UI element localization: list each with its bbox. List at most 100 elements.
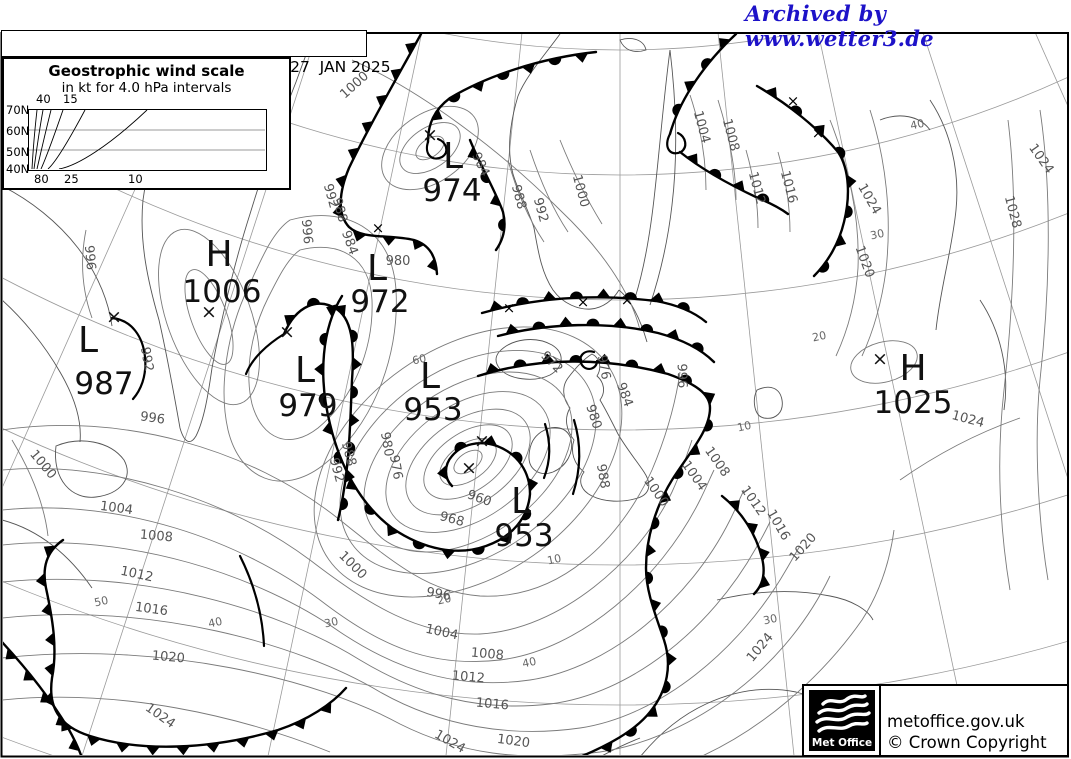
coast-denmark — [753, 386, 783, 419]
warm-front-semicircle — [677, 302, 690, 312]
cold-front-triangle — [441, 549, 456, 560]
cold-front-triangle — [650, 292, 665, 303]
isobar-label: 1024 — [854, 181, 884, 217]
coast-finland — [929, 99, 958, 331]
cold-front-triangle — [483, 435, 497, 446]
cold-front-triangle — [667, 652, 677, 667]
warm-front-semicircle — [845, 205, 853, 219]
cold-front-triangle — [352, 357, 362, 372]
wind-scale-top-label: 40 — [36, 92, 51, 106]
isobar-label: 1008 — [701, 444, 732, 480]
cold-front-triangle — [437, 465, 447, 480]
warm-front-semicircle — [496, 71, 510, 80]
cold-front-triangle — [688, 443, 701, 456]
cold-front-triangle — [235, 737, 250, 748]
isobar-label: 1012 — [745, 170, 768, 206]
cold-front-triangle — [205, 742, 220, 753]
coast-channel-france — [602, 737, 641, 755]
cold-front-triangle — [382, 236, 397, 246]
occluded-front — [480, 296, 708, 324]
cold-front-triangle — [499, 532, 512, 544]
coast-baltic-east — [979, 299, 1007, 411]
isobar-label: 988 — [329, 196, 350, 224]
warm-front-semicircle — [480, 170, 490, 184]
warm-front-semicircle — [645, 571, 654, 585]
cold-front-triangle — [412, 238, 425, 250]
cold-front-triangle — [431, 108, 443, 121]
cold-front-triangle — [23, 669, 35, 681]
trough-lines — [110, 131, 687, 648]
warm-front-semicircle — [691, 342, 704, 353]
warm-front-semicircle — [448, 92, 461, 103]
warm-front-semicircle — [333, 450, 343, 464]
warm-front-semicircle — [471, 546, 485, 555]
trough-line — [238, 554, 266, 648]
isobar-label: 1020 — [496, 732, 531, 751]
warm-front-semicircle — [318, 392, 327, 406]
cold-front-triangle — [746, 522, 758, 535]
isobar-label: 1008 — [470, 646, 504, 664]
occluded-front — [755, 84, 850, 278]
coast-baltic-south — [716, 591, 874, 621]
warm-front-semicircle — [659, 625, 668, 639]
frontolysis-cross: × — [503, 299, 516, 317]
coast-iceland — [495, 339, 562, 380]
cold-front-triangle — [40, 691, 52, 703]
cold-front-triangle — [332, 204, 343, 218]
cold-front-triangle — [35, 573, 46, 588]
isobar-label: 1000 — [569, 173, 592, 209]
warm-front-semicircle — [701, 58, 712, 70]
isobar-label: 1004 — [678, 458, 709, 494]
wind-speed-label: 10 — [736, 419, 752, 435]
warm-front-semicircle — [307, 297, 320, 306]
cold-front-triangle — [659, 490, 672, 504]
warm-front-semicircle — [319, 332, 328, 346]
pressure-center-cross: × — [201, 301, 217, 323]
wind-scale-lat-label: 70N — [6, 103, 30, 117]
cold-front-triangle — [686, 153, 698, 165]
warm-front-semicircle — [412, 540, 426, 550]
wind-scale-diagram — [28, 109, 267, 171]
cold-front-triangle — [600, 741, 613, 753]
metoffice-footer-box: Met Office metoffice.gov.uk © Crown Copy… — [802, 684, 1069, 757]
cold-front-triangle — [471, 80, 485, 92]
isobar-label: 1012 — [119, 564, 154, 586]
isobar-label: 992 — [320, 182, 341, 210]
cold-front-triangle — [467, 146, 479, 160]
isobar-label: 1020 — [852, 244, 877, 280]
cold-front — [720, 494, 765, 596]
cold-front-triangle — [176, 745, 190, 755]
coast-labrador — [3, 300, 81, 443]
pressure-value: 1006 — [183, 274, 262, 310]
wind-speed-label: 40 — [207, 615, 223, 631]
isobar-label: 988 — [508, 183, 529, 211]
trough-line — [110, 316, 147, 401]
wind-scale-curves — [29, 109, 265, 170]
wind-scale-lat-label: 40N — [6, 162, 30, 176]
cold-front-triangle — [558, 316, 573, 326]
wind-speed-label: 20 — [811, 329, 827, 345]
front-curl — [425, 137, 448, 160]
cold-front-triangle — [293, 718, 307, 730]
cold-front-triangle — [87, 735, 101, 746]
high-pressure-letter: H — [205, 234, 232, 275]
isobar-rings-high-1006 — [158, 228, 260, 406]
warm-front-semicircle — [548, 57, 562, 66]
occluded-front — [322, 294, 532, 552]
warm-front-semicircle — [623, 292, 637, 300]
warm-front-semicircle — [625, 359, 639, 368]
cold-front-triangle — [684, 80, 696, 93]
cold-front-triangle — [116, 742, 131, 753]
low-pressure-letter: L — [420, 356, 440, 397]
cold-front-triangle — [146, 746, 161, 755]
occluded-front — [476, 360, 712, 755]
isobar-label: 996 — [139, 409, 166, 427]
isobar-label: 988 — [593, 463, 612, 490]
isobar-label: 984 — [613, 381, 636, 409]
cold-front-triangle — [612, 317, 627, 328]
trough-line — [571, 418, 581, 496]
coast-norway — [509, 34, 620, 310]
weather-fronts — [3, 34, 857, 755]
cold-front-triangle — [405, 42, 417, 55]
